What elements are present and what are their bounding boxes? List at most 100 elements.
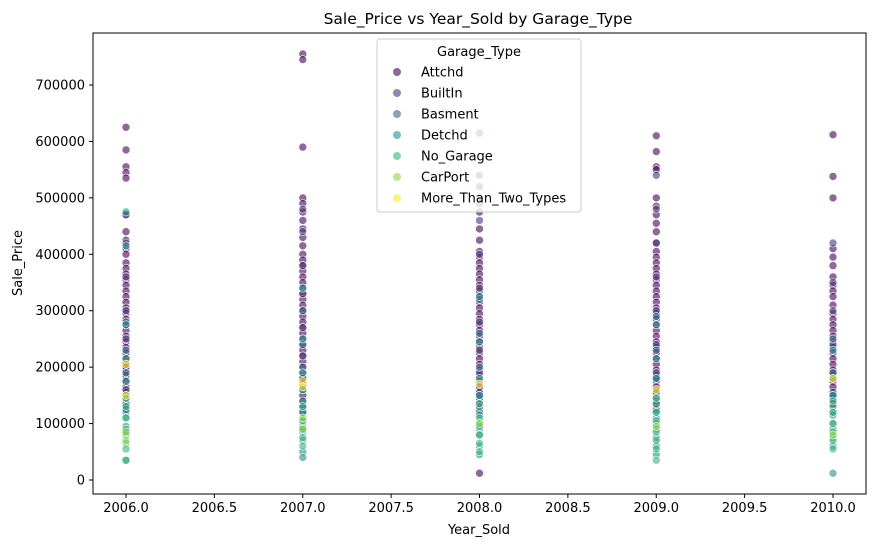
point-attchd [298,241,308,251]
point-attchd [475,235,484,245]
point-more-than-two-types [651,385,661,395]
plot-points [121,49,838,478]
point-basment [475,328,484,338]
point-attchd [828,172,838,181]
legend-title: Garage_Type [437,45,521,60]
point-builtin [121,334,131,344]
point-no-garage [121,444,131,454]
point-attchd [121,173,131,183]
point-no-garage [121,455,131,465]
point-attchd [828,193,838,203]
point-carport [475,419,484,428]
point-builtin [121,306,131,316]
point-attchd [475,224,484,234]
point-attchd [651,131,661,141]
point-builtin [651,238,661,248]
point-no-garage [121,413,131,423]
point-carport [651,422,661,431]
point-detchd [121,376,131,386]
point-carport [298,413,308,423]
legend-marker-carport [393,173,401,181]
point-detchd [121,241,131,251]
point-builtin [475,317,484,327]
point-builtin [121,272,131,282]
legend-label-builtin: BuiltIn [421,87,463,102]
point-attchd [121,123,131,132]
point-carport [828,430,838,440]
point-detchd [651,354,661,364]
point-basment [121,345,131,355]
point-attchd [121,145,131,155]
point-attchd [828,130,838,139]
point-no-garage [475,447,484,457]
point-no-garage [475,438,484,448]
point-builtin [651,204,661,214]
y-tick-label: 0 [77,474,85,489]
point-detchd [475,337,484,347]
point-no-garage [828,419,838,428]
point-no-garage [651,407,661,417]
point-builtin [475,345,484,355]
point-carport [298,424,308,434]
x-tick-label: 2009.0 [634,501,680,516]
x-tick-label: 2008.0 [457,501,503,516]
legend-label-carport: CarPort [421,171,469,186]
point-builtin [651,272,661,282]
legend-label-attchd: Attchd [421,66,464,81]
point-no-garage [475,399,484,409]
point-attchd [828,292,838,301]
point-detchd [298,368,308,378]
point-no-garage [298,441,308,451]
legend: Garage_Type Attchd BuiltIn Basment Detchd No… [376,38,582,213]
x-tick-label: 2009.5 [722,501,768,516]
point-no-garage [298,433,308,443]
point-basment [475,362,484,372]
point-attchd [298,142,308,152]
x-tick-label: 2006.5 [192,501,238,516]
y-axis: 0 100000 200000 300000 400000 500000 600000 700… [35,79,93,489]
point-detchd [121,320,131,330]
point-builtin [475,283,484,293]
point-more-than-two-types [121,391,131,400]
legend-label-basment: Basment [421,108,479,123]
point-carport [121,436,131,445]
point-builtin [298,204,308,214]
point-basment [651,312,661,321]
point-no-garage [828,407,838,417]
y-axis-label: Sale_Price [11,230,26,296]
y-tick-label: 500000 [35,191,85,206]
point-more-than-two-types [828,374,838,383]
y-tick-label: 700000 [35,79,85,94]
x-axis-label: Year_Sold [447,523,510,538]
point-no-garage [651,455,661,465]
point-detchd [121,207,131,217]
point-no-garage [121,402,131,411]
point-no-garage [475,430,484,440]
point-builtin [298,227,308,236]
legend-label-no-garage: No_Garage [421,150,493,165]
point-attchd [121,227,131,236]
point-builtin [828,238,838,248]
point-no-garage [828,444,838,454]
point-no-garage [828,396,838,406]
point-detchd [651,320,661,330]
point-no-garage [651,393,661,403]
point-attchd [475,468,484,478]
x-tick-label: 2007.5 [368,501,414,516]
point-basment [828,334,838,344]
point-builtin [828,278,838,287]
x-tick-label: 2010.0 [810,501,856,516]
y-tick-label: 400000 [35,248,85,263]
legend-marker-attchd [393,68,401,76]
legend-label-more-than-two-types: More_Than_Two_Types [421,192,566,207]
point-attchd [121,250,131,259]
point-detchd [828,345,838,355]
point-attchd [828,261,838,270]
point-detchd [298,283,308,293]
legend-marker-more-than-two-types [393,194,401,202]
point-attchd [828,252,838,262]
legend-marker-detchd [393,131,401,139]
point-attchd [651,193,661,203]
point-detchd [475,292,484,301]
